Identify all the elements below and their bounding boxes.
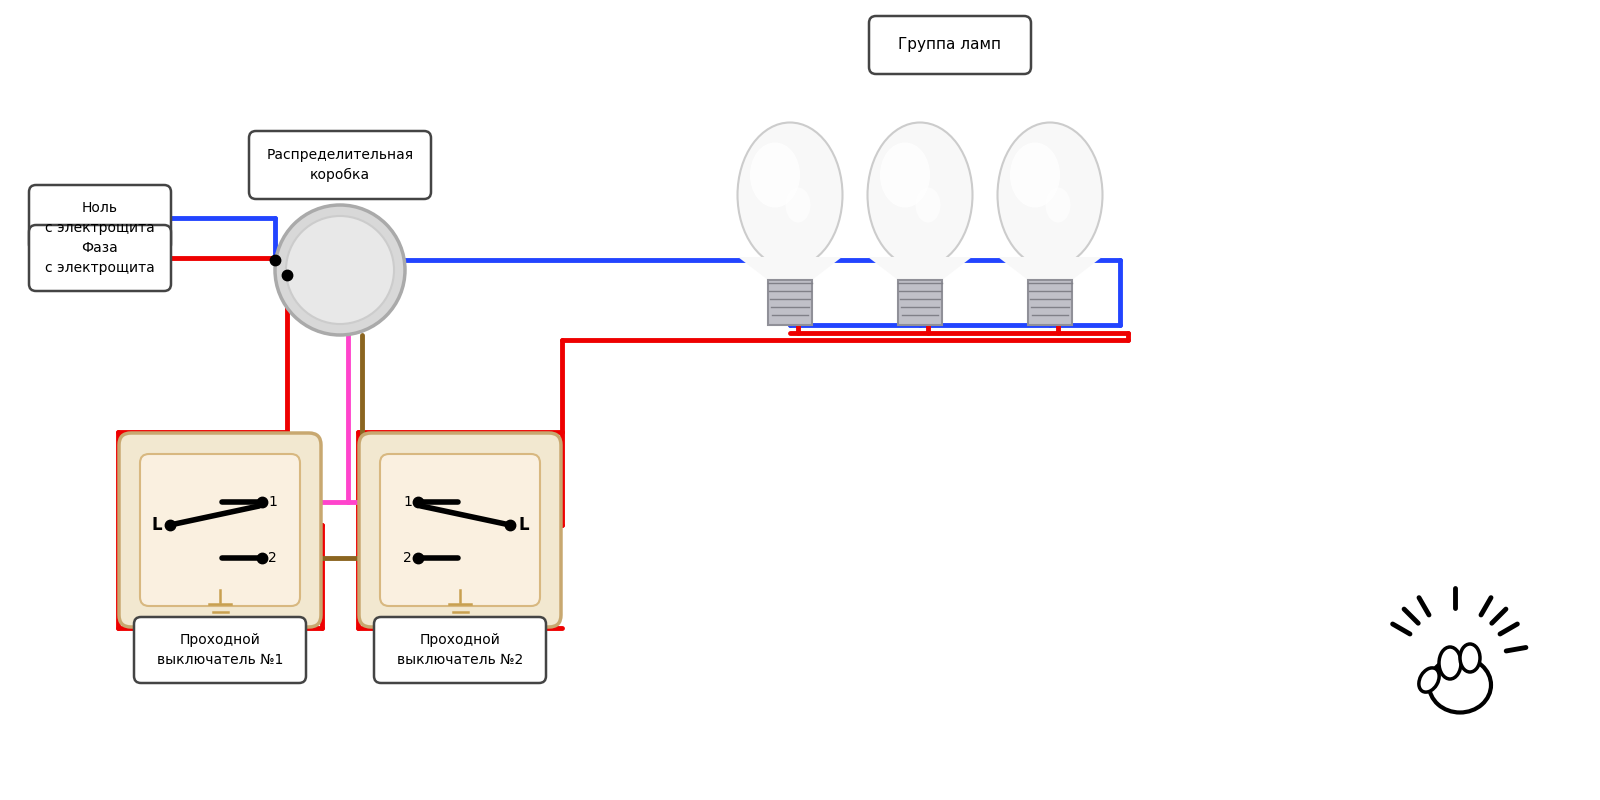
Ellipse shape <box>750 142 800 207</box>
Text: Группа ламп: Группа ламп <box>899 38 1002 53</box>
Ellipse shape <box>1459 644 1480 672</box>
FancyBboxPatch shape <box>134 617 306 683</box>
Circle shape <box>286 216 394 324</box>
Ellipse shape <box>1045 187 1070 222</box>
Text: Распределительная
коробка: Распределительная коробка <box>267 148 413 182</box>
Text: 2: 2 <box>403 551 413 565</box>
Text: L: L <box>152 516 162 534</box>
Ellipse shape <box>1429 658 1491 713</box>
Text: Фаза
с электрощита: Фаза с электрощита <box>45 242 155 274</box>
Polygon shape <box>998 257 1102 280</box>
FancyBboxPatch shape <box>250 131 430 199</box>
FancyBboxPatch shape <box>29 185 171 251</box>
FancyBboxPatch shape <box>381 454 541 606</box>
Ellipse shape <box>880 142 930 207</box>
Ellipse shape <box>1010 142 1059 207</box>
FancyBboxPatch shape <box>118 433 322 627</box>
FancyBboxPatch shape <box>869 16 1030 74</box>
Circle shape <box>275 205 405 335</box>
Ellipse shape <box>867 122 973 267</box>
FancyBboxPatch shape <box>768 280 813 325</box>
FancyBboxPatch shape <box>374 617 546 683</box>
Text: 1: 1 <box>269 495 277 509</box>
FancyBboxPatch shape <box>29 225 171 291</box>
Text: Проходной
выключатель №1: Проходной выключатель №1 <box>157 634 283 666</box>
Text: L: L <box>518 516 528 534</box>
Ellipse shape <box>1438 647 1461 679</box>
Text: Проходной
выключатель №2: Проходной выключатель №2 <box>397 634 523 666</box>
FancyBboxPatch shape <box>358 433 562 627</box>
Text: 2: 2 <box>269 551 277 565</box>
Polygon shape <box>738 257 842 280</box>
Ellipse shape <box>915 187 941 222</box>
Ellipse shape <box>786 187 811 222</box>
FancyBboxPatch shape <box>1027 280 1072 325</box>
FancyBboxPatch shape <box>898 280 942 325</box>
Ellipse shape <box>1419 668 1438 692</box>
Ellipse shape <box>738 122 843 267</box>
FancyBboxPatch shape <box>141 454 301 606</box>
Text: 1: 1 <box>403 495 413 509</box>
Ellipse shape <box>997 122 1102 267</box>
Text: Ноль
с электрощита: Ноль с электрощита <box>45 202 155 234</box>
Polygon shape <box>867 257 973 280</box>
